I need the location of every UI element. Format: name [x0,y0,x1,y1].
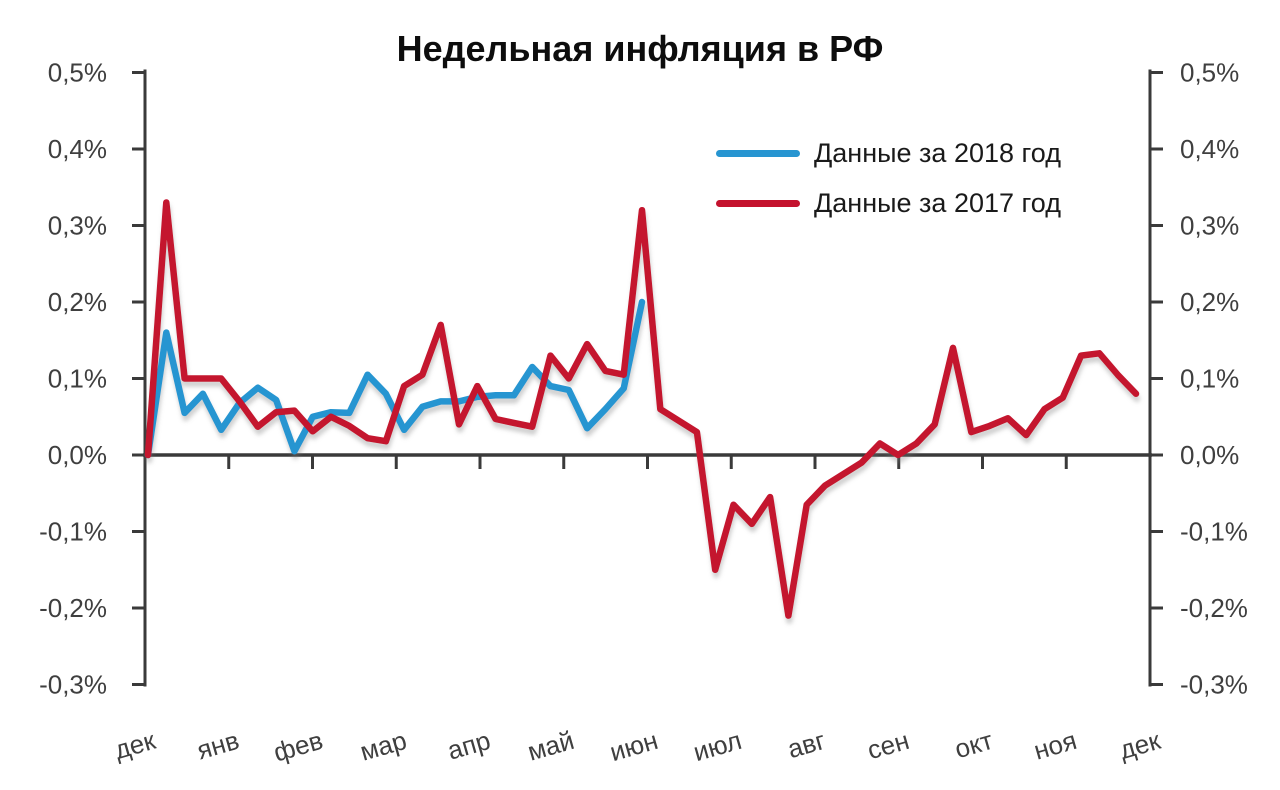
y-tick-label-right: 0,1% [1180,364,1239,394]
y-tick-label-left: 0,3% [48,211,107,241]
y-tick-label-right: 0,3% [1180,211,1239,241]
x-tick-label: июн [606,725,661,767]
chart-title: Недельная инфляция в РФ [396,28,884,69]
x-tick-label: май [524,725,577,767]
y-tick-label-left: 0,4% [48,134,107,164]
y-tick-label-left: 0,0% [48,440,107,470]
x-tick-label: апр [444,725,494,766]
y-tick-label-right: 0,0% [1180,440,1239,470]
y-tick-label-left: 0,2% [48,287,107,317]
y-tick-label-right: 0,2% [1180,287,1239,317]
x-tick-label: окт [951,725,996,764]
series-line-2017 [144,199,1140,619]
legend-label-2017: Данные за 2017 год [814,187,1061,218]
y-tick-label-right: 0,5% [1180,58,1239,88]
legend-item-2017: Данные за 2017 год [716,182,1061,224]
legend-line-swatch-2017 [716,199,800,207]
x-tick-label: авг [784,725,829,764]
y-tick-label-left: 0,5% [48,58,107,88]
y-tick-label-left: 0,1% [48,364,107,394]
y-tick-label-right: -0,3% [1180,670,1248,700]
x-tick-label: ноя [1030,725,1080,766]
x-tick-label: янв [194,725,243,765]
x-tick-label: июл [690,725,745,767]
legend-label-2018: Данные за 2018 год [814,137,1061,168]
y-tick-label-right: -0,2% [1180,593,1248,623]
y-tick-label-right: 0,4% [1180,134,1239,164]
y-tick-label-left: -0,3% [39,670,107,700]
y-tick-label-left: -0,1% [39,517,107,547]
x-tick-label: дек [1116,725,1164,765]
x-tick-label: мар [357,725,410,767]
legend-line-swatch-2018 [716,149,800,157]
legend-item-2018: Данные за 2018 год [716,132,1061,174]
legend: Данные за 2018 год Данные за 2017 год [716,132,1061,224]
x-tick-label: сен [864,725,912,765]
y-tick-label-left: -0,2% [39,593,107,623]
series-lines [144,199,1140,619]
x-tick-label: фев [270,725,326,768]
y-tick-label-right: -0,1% [1180,517,1248,547]
axes: 0,5% 0,5% 0,4% 0,4% 0,3% 0,3% 0,2% 0,2% 0,1% 0,1%… [39,58,1248,768]
x-tick-label: дек [111,725,159,765]
